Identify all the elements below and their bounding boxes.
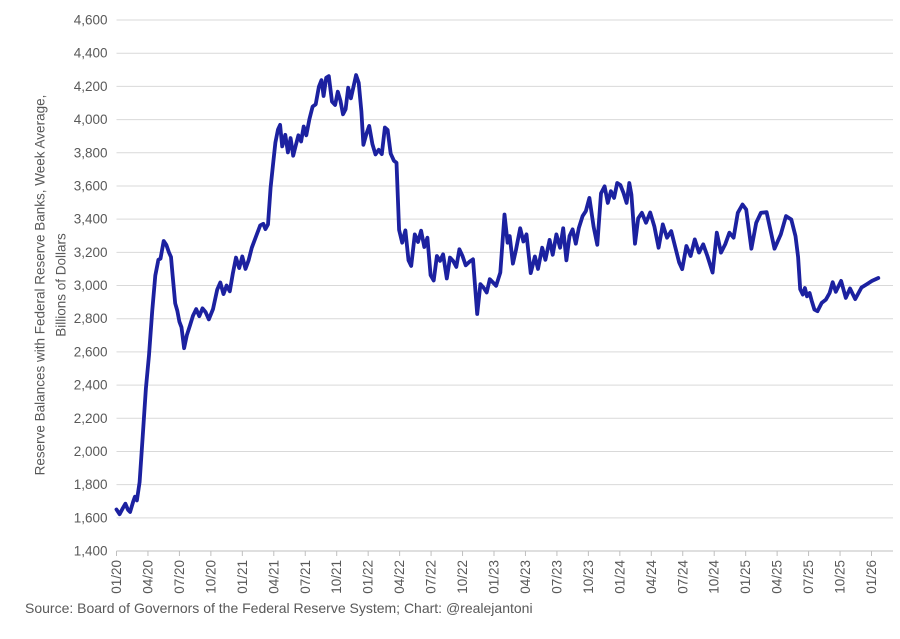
x-tick-label: 10/24 (707, 560, 722, 594)
y-tick-label: 3,000 (74, 278, 108, 293)
y-tick-label: 1,600 (74, 510, 108, 525)
x-tick-label: 10/25 (833, 560, 848, 594)
x-tick-label: 04/21 (266, 560, 281, 594)
x-tick-label: 07/22 (424, 560, 439, 594)
y-tick-label: 3,800 (74, 145, 108, 160)
x-tick-label: 07/24 (675, 560, 690, 594)
x-tick-label: 04/23 (518, 560, 533, 594)
y-tick-label: 2,200 (74, 411, 108, 426)
x-tick-label: 01/20 (109, 560, 124, 594)
x-tick-label: 07/25 (801, 560, 816, 594)
x-tick-label: 04/25 (770, 560, 785, 594)
x-tick-label: 01/22 (361, 560, 376, 594)
x-tick-label: 04/24 (644, 560, 659, 594)
y-tick-label: 4,200 (74, 79, 108, 94)
x-tick-label: 07/21 (298, 560, 313, 594)
x-tick-label: 04/22 (392, 560, 407, 594)
x-tick-label: 10/22 (455, 560, 470, 594)
y-tick-label: 1,400 (74, 544, 108, 559)
y-tick-label: 4,400 (74, 46, 108, 61)
x-tick-label: 01/21 (235, 560, 250, 594)
y-tick-label: 3,400 (74, 212, 108, 227)
source-caption: Source: Board of Governors of the Federa… (25, 600, 533, 616)
series-line (114, 73, 881, 517)
y-tick-label: 4,600 (74, 13, 108, 28)
y-tick-label: 3,200 (74, 245, 108, 260)
x-tick-label: 10/20 (203, 560, 218, 594)
x-tick-label: 01/24 (612, 560, 627, 594)
x-tick-label: 07/20 (172, 560, 187, 594)
y-tick-label: 3,600 (74, 178, 108, 193)
x-tick-label: 01/26 (864, 560, 879, 594)
y-tick-label: 2,000 (74, 444, 108, 459)
x-tick-label: 01/25 (738, 560, 753, 594)
y-tick-label: 2,800 (74, 311, 108, 326)
y-tick-label: 1,800 (74, 477, 108, 492)
y-tick-label: 2,400 (74, 378, 108, 393)
x-tick-label: 04/20 (140, 560, 155, 594)
x-tick-label: 01/23 (487, 560, 502, 594)
x-tick-label: 10/21 (329, 560, 344, 594)
x-tick-label: 07/23 (549, 560, 564, 594)
y-tick-label: 4,000 (74, 112, 108, 127)
x-tick-label: 10/23 (581, 560, 596, 594)
y-tick-label: 2,600 (74, 344, 108, 359)
